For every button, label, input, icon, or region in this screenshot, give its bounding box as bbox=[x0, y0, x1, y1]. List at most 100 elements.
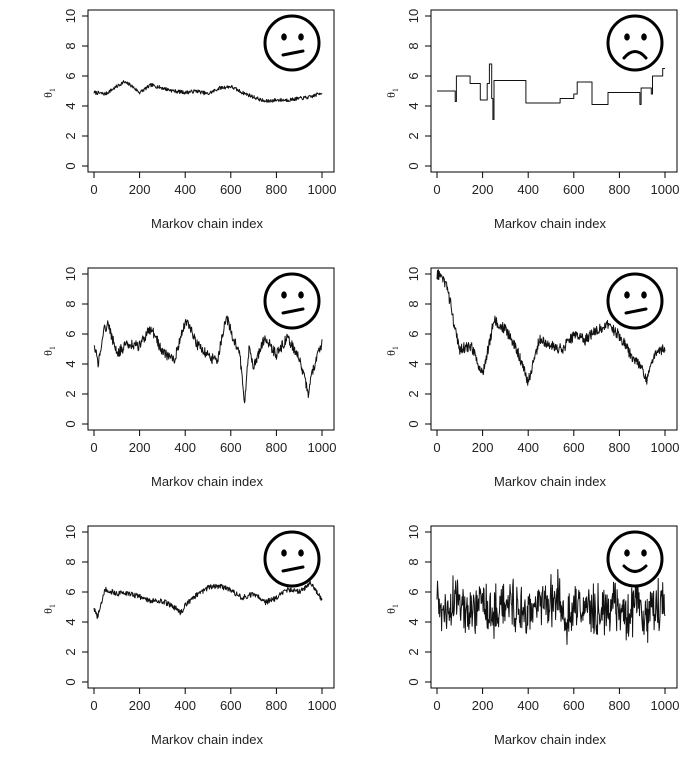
x-tick-label: 0 bbox=[90, 440, 97, 455]
y-tick-label: 6 bbox=[63, 72, 78, 79]
y-tick-label: 2 bbox=[406, 648, 421, 655]
trace-plot: 0 200 400 600 800 1000 0 2 4 6 8 10 Markov chain ind… bbox=[384, 267, 680, 489]
y-tick-label: 4 bbox=[63, 618, 78, 625]
y-tick-label: 4 bbox=[63, 102, 78, 109]
trace-line bbox=[93, 580, 323, 620]
trace-line bbox=[436, 269, 666, 386]
x-tick-label: 0 bbox=[90, 182, 97, 197]
y-tick-label: 6 bbox=[406, 72, 421, 79]
trace-panel: 0 200 400 600 800 1000 0 2 4 6 8 10 Markov chain ind… bbox=[0, 516, 343, 774]
y-axis-label: θ1 bbox=[384, 88, 400, 98]
trace-panel: 0 200 400 600 800 1000 0 2 4 6 8 10 Markov chain ind… bbox=[343, 258, 686, 516]
x-tick-label: 200 bbox=[472, 440, 494, 455]
x-tick-label: 400 bbox=[174, 440, 196, 455]
y-tick-label: 4 bbox=[406, 102, 421, 109]
x-tick-label: 800 bbox=[266, 440, 288, 455]
x-tick-label: 1000 bbox=[308, 182, 337, 197]
x-tick-label: 400 bbox=[517, 698, 539, 713]
neutral-face-icon bbox=[606, 272, 664, 330]
y-tick-label: 0 bbox=[406, 162, 421, 169]
y-tick-label: 0 bbox=[63, 678, 78, 685]
trace-plot: 0 200 400 600 800 1000 0 2 4 6 8 10 Markov chain ind… bbox=[384, 525, 679, 747]
x-tick-label: 400 bbox=[517, 182, 539, 197]
y-tick-label: 0 bbox=[63, 162, 78, 169]
x-tick-label: 1000 bbox=[308, 698, 337, 713]
x-axis-label: Markov chain index bbox=[494, 732, 606, 747]
y-tick-label: 8 bbox=[406, 42, 421, 49]
plot-frame bbox=[87, 9, 335, 173]
trace-plot: 0 200 400 600 800 1000 0 2 4 6 8 10 Markov chain ind… bbox=[41, 525, 337, 747]
y-axis-label: θ1 bbox=[384, 604, 400, 614]
trace-line bbox=[437, 63, 665, 120]
y-tick-label: 0 bbox=[406, 678, 421, 685]
x-tick-label: 1000 bbox=[308, 440, 337, 455]
y-tick-label: 4 bbox=[63, 360, 78, 367]
x-tick-label: 600 bbox=[563, 698, 585, 713]
x-tick-label: 800 bbox=[609, 182, 631, 197]
neutral-face-icon bbox=[263, 272, 321, 330]
x-tick-label: 400 bbox=[174, 182, 196, 197]
y-tick-label: 0 bbox=[406, 420, 421, 427]
x-tick-label: 600 bbox=[220, 440, 242, 455]
x-tick-label: 0 bbox=[90, 698, 97, 713]
trace-line bbox=[93, 315, 323, 404]
x-axis-label: Markov chain index bbox=[151, 732, 263, 747]
y-tick-label: 8 bbox=[406, 558, 421, 565]
plot-frame bbox=[87, 267, 335, 431]
y-tick-label: 6 bbox=[406, 588, 421, 595]
trace-line bbox=[436, 569, 666, 645]
x-tick-label: 200 bbox=[129, 182, 151, 197]
y-tick-label: 6 bbox=[406, 330, 421, 337]
x-tick-label: 200 bbox=[129, 440, 151, 455]
y-tick-label: 2 bbox=[406, 132, 421, 139]
trace-line bbox=[93, 80, 323, 103]
y-tick-label: 6 bbox=[63, 588, 78, 595]
y-tick-label: 8 bbox=[406, 300, 421, 307]
y-tick-label: 10 bbox=[406, 525, 421, 539]
x-tick-label: 0 bbox=[433, 440, 440, 455]
y-tick-label: 10 bbox=[63, 9, 78, 23]
y-tick-label: 8 bbox=[63, 42, 78, 49]
plot-frame bbox=[430, 525, 678, 689]
x-tick-label: 200 bbox=[472, 182, 494, 197]
y-tick-label: 2 bbox=[406, 390, 421, 397]
y-tick-label: 4 bbox=[406, 618, 421, 625]
x-tick-label: 800 bbox=[266, 182, 288, 197]
x-axis-label: Markov chain index bbox=[151, 474, 263, 489]
x-tick-label: 600 bbox=[220, 698, 242, 713]
x-tick-label: 0 bbox=[433, 182, 440, 197]
y-tick-label: 2 bbox=[63, 648, 78, 655]
trace-panel: 0 200 400 600 800 1000 0 2 4 6 8 10 Markov chain ind… bbox=[343, 516, 686, 774]
x-tick-label: 600 bbox=[563, 440, 585, 455]
x-tick-label: 1000 bbox=[651, 440, 680, 455]
trace-plot: 0 200 400 600 800 1000 0 2 4 6 8 10 Markov chain ind… bbox=[41, 267, 337, 489]
y-axis-label: θ1 bbox=[41, 604, 57, 614]
x-tick-label: 400 bbox=[174, 698, 196, 713]
x-tick-label: 0 bbox=[433, 698, 440, 713]
y-tick-label: 10 bbox=[63, 267, 78, 281]
y-tick-label: 8 bbox=[63, 558, 78, 565]
trace-panel: 0 200 400 600 800 1000 0 2 4 6 8 10 Markov chain ind… bbox=[0, 258, 343, 516]
trace-plot: 0 200 400 600 800 1000 0 2 4 6 8 10 Markov chain ind… bbox=[384, 9, 679, 231]
x-tick-label: 600 bbox=[563, 182, 585, 197]
y-axis-label: θ1 bbox=[41, 346, 57, 356]
y-tick-label: 0 bbox=[63, 420, 78, 427]
x-tick-label: 800 bbox=[609, 698, 631, 713]
trace-panel: 0 200 400 600 800 1000 0 2 4 6 8 10 Markov chain ind… bbox=[343, 0, 686, 258]
plot-frame bbox=[430, 267, 678, 431]
y-tick-label: 10 bbox=[63, 525, 78, 539]
x-axis-label: Markov chain index bbox=[151, 216, 263, 231]
neutral-face-icon bbox=[263, 530, 321, 588]
happy-face-icon bbox=[606, 530, 664, 588]
sad-face-icon bbox=[606, 14, 664, 72]
x-tick-label: 200 bbox=[472, 698, 494, 713]
x-tick-label: 800 bbox=[609, 440, 631, 455]
y-tick-label: 6 bbox=[63, 330, 78, 337]
y-tick-label: 2 bbox=[63, 132, 78, 139]
plot-frame bbox=[87, 525, 335, 689]
y-axis-label: θ1 bbox=[384, 346, 400, 356]
trace-panel: 0 200 400 600 800 1000 0 2 4 6 8 10 Markov chain ind… bbox=[0, 0, 343, 258]
neutral-face-icon bbox=[263, 14, 321, 72]
x-axis-label: Markov chain index bbox=[494, 216, 606, 231]
